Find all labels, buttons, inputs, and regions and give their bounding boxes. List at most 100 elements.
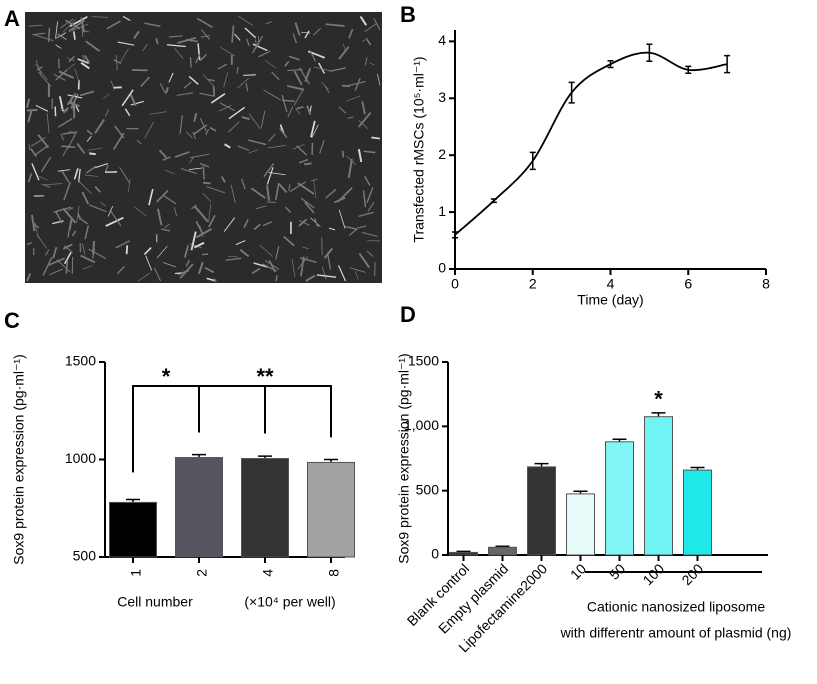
cell bbox=[278, 183, 288, 193]
cell bbox=[80, 17, 86, 33]
cell bbox=[164, 223, 171, 229]
cell bbox=[266, 167, 274, 185]
cell bbox=[369, 62, 376, 66]
cell bbox=[143, 246, 152, 255]
cell bbox=[292, 33, 297, 44]
cell bbox=[55, 44, 62, 49]
cell bbox=[245, 82, 249, 92]
cell bbox=[105, 216, 124, 227]
y-axis-label: Sox9 protein expression (pg·ml⁻¹) bbox=[11, 354, 27, 564]
panel-label: D bbox=[400, 302, 416, 327]
cell bbox=[200, 35, 211, 38]
cell bbox=[159, 83, 167, 94]
cell bbox=[292, 143, 305, 150]
cell bbox=[357, 148, 363, 163]
cell bbox=[314, 217, 319, 228]
cell bbox=[321, 266, 327, 280]
cell bbox=[288, 55, 300, 61]
y-tick-label: 3 bbox=[438, 89, 446, 105]
cell bbox=[72, 31, 76, 40]
cell bbox=[300, 197, 315, 209]
cell bbox=[40, 156, 52, 173]
cell bbox=[268, 133, 276, 142]
cell bbox=[144, 22, 161, 28]
cell bbox=[184, 245, 190, 258]
annotation: * bbox=[654, 387, 663, 412]
cell bbox=[250, 187, 266, 199]
cell bbox=[217, 63, 228, 70]
y-axis-label: Transfected rMSCs (10⁵·ml⁻¹) bbox=[411, 56, 427, 242]
cell bbox=[48, 257, 66, 266]
cell bbox=[263, 162, 275, 178]
bracket bbox=[132, 385, 332, 473]
cell bbox=[79, 217, 88, 225]
cell bbox=[284, 60, 290, 67]
cell bbox=[358, 252, 370, 269]
cell bbox=[26, 242, 32, 246]
cell bbox=[62, 243, 73, 250]
bar bbox=[241, 458, 289, 558]
cell bbox=[76, 142, 86, 154]
cell bbox=[185, 259, 191, 267]
annotation: ** bbox=[256, 364, 274, 389]
cell bbox=[124, 108, 131, 117]
cell bbox=[115, 240, 131, 249]
cell bbox=[166, 44, 186, 48]
cell bbox=[65, 19, 81, 30]
cell bbox=[88, 248, 107, 260]
cell bbox=[81, 191, 90, 205]
cell bbox=[205, 129, 210, 136]
line bbox=[454, 51, 728, 236]
cell bbox=[341, 150, 345, 158]
cell bbox=[357, 225, 367, 229]
cell bbox=[106, 20, 121, 30]
cell bbox=[348, 28, 354, 39]
cell bbox=[107, 205, 114, 217]
x-tick-label: 1 bbox=[128, 569, 144, 577]
cell bbox=[325, 188, 337, 199]
cell bbox=[240, 178, 246, 190]
cell bbox=[262, 221, 273, 227]
cell bbox=[202, 253, 209, 256]
cell bbox=[84, 225, 90, 240]
cell bbox=[32, 222, 40, 229]
cell bbox=[349, 267, 366, 273]
cell bbox=[285, 206, 292, 213]
cell bbox=[179, 115, 183, 134]
cell bbox=[60, 133, 65, 141]
cell bbox=[165, 86, 169, 94]
cell bbox=[371, 136, 381, 140]
cell bbox=[251, 267, 261, 275]
cell bbox=[248, 113, 261, 130]
cell bbox=[75, 105, 80, 112]
cell bbox=[253, 223, 261, 231]
cell bbox=[304, 30, 310, 39]
cell bbox=[27, 173, 33, 183]
cell bbox=[65, 259, 69, 274]
error-bar bbox=[568, 81, 575, 104]
cell bbox=[35, 34, 54, 42]
cell bbox=[77, 168, 81, 183]
bar bbox=[683, 469, 712, 556]
cell bbox=[243, 74, 256, 76]
x-tick-label: 0 bbox=[451, 276, 459, 292]
cell bbox=[377, 73, 381, 86]
bar bbox=[644, 416, 673, 556]
y-tick-label: 500 bbox=[416, 481, 440, 497]
cell bbox=[137, 272, 151, 282]
cell bbox=[364, 23, 377, 32]
cell bbox=[366, 187, 374, 203]
bar bbox=[488, 546, 517, 556]
error-bar bbox=[651, 412, 666, 417]
cell bbox=[275, 275, 278, 282]
cell bbox=[58, 70, 75, 79]
cell bbox=[63, 252, 72, 265]
cell bbox=[63, 181, 72, 201]
cell bbox=[180, 167, 197, 175]
cell bbox=[291, 259, 296, 278]
cell bbox=[345, 95, 361, 102]
cell bbox=[200, 29, 211, 40]
x-tick-label: 2 bbox=[194, 569, 210, 577]
cell bbox=[196, 17, 213, 29]
cell bbox=[60, 18, 74, 29]
